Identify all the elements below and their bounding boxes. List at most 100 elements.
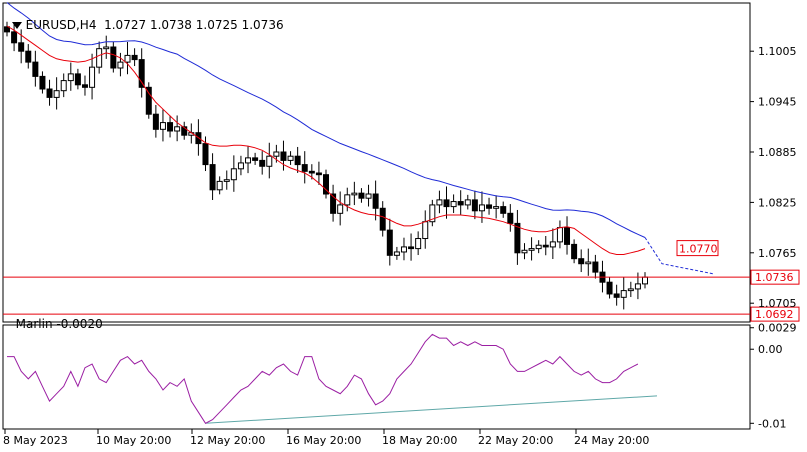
candle-body (500, 206, 507, 214)
candle-body (330, 193, 337, 214)
candle-body (145, 86, 152, 115)
marlin-oscillator-line (7, 333, 639, 424)
indicator-pane: 0.0029 0.00 -0.01 (2, 322, 797, 430)
candle-body (308, 170, 315, 174)
candle-body (344, 194, 351, 206)
candle-body (259, 159, 266, 167)
candle-body (323, 174, 329, 195)
price-axis: 1.0736 1.0692 1.1005 1.0945 1.0885 1.0825 1.07… (750, 45, 800, 322)
candle-body (358, 192, 365, 199)
indicator-axis: 0.0029 0.00 -0.01 (750, 322, 797, 430)
price-tick-label: 1.0705 (758, 297, 797, 310)
candle-body (486, 204, 493, 209)
candle-body (138, 59, 145, 88)
candle-body (174, 126, 181, 132)
indicator-name: Marlin (15, 317, 53, 331)
candle-body (493, 206, 500, 209)
main-pane: 1.0770 1.07361.06921.10051.09451.08851.0… (2, 2, 800, 323)
candle-body (131, 54, 138, 61)
candle-body (450, 201, 457, 208)
time-tick-label: 24 May 20:00 (574, 434, 649, 447)
candle-body (542, 244, 549, 248)
candle-body (25, 50, 32, 63)
close-value: 1.0736 (241, 18, 284, 32)
candle-body (443, 199, 450, 208)
candle-body (11, 31, 18, 44)
candle-body (245, 157, 252, 164)
candle-body (237, 162, 244, 170)
main-pane-border (2, 2, 751, 323)
candle-body (372, 193, 379, 209)
candle-body (514, 222, 521, 254)
candle-body (386, 229, 393, 256)
low-value: 1.0725 (195, 18, 238, 32)
indicator-header: Marlin -0.0020 (8, 303, 103, 331)
time-tick-label: 10 May 20:00 (96, 434, 171, 447)
candle-body (53, 90, 60, 98)
price-tick-label: 1.1005 (758, 45, 797, 58)
high-value: 1.0738 (149, 18, 192, 32)
candle-body (422, 221, 429, 240)
candle-body (351, 192, 358, 196)
indicator-tick-label: -0.01 (758, 417, 786, 430)
candle-body (60, 80, 67, 92)
main-plot-area: 1.0770 (3, 2, 750, 315)
open-value: 1.0727 (104, 18, 147, 32)
candle-body (556, 227, 563, 243)
price-tag-label: 1.0770 (679, 243, 718, 256)
candle-body (457, 201, 464, 206)
candle-body (110, 46, 117, 69)
candle-body (549, 241, 556, 248)
candle-body (287, 155, 294, 161)
level-price-label: 1.0736 (755, 271, 794, 284)
dropdown-triangle-icon[interactable] (11, 22, 22, 29)
candle-body (223, 179, 230, 182)
candle-body (4, 26, 10, 33)
candle-body (81, 84, 88, 88)
time-tick-label: 18 May 20:00 (382, 434, 457, 447)
candle-body (613, 293, 620, 298)
indicator-value: -0.0020 (56, 317, 103, 331)
oscillator-trendline (205, 395, 658, 424)
candle-body (230, 168, 237, 181)
candle-body (74, 73, 81, 86)
candle-body (273, 151, 280, 157)
candle-body (159, 122, 166, 130)
candle-body (117, 61, 124, 69)
candle-body (642, 276, 648, 285)
candle-body (585, 261, 592, 265)
fast-moving-average-line (6, 25, 646, 255)
candle-body (252, 157, 259, 161)
time-tick-label: 16 May 20:00 (286, 434, 361, 447)
candle-body (67, 73, 74, 82)
candle-body (464, 199, 471, 206)
candle-body (32, 61, 39, 77)
candle-body (400, 246, 407, 253)
candle-body (634, 283, 641, 290)
slow-moving-average-projection (644, 237, 714, 275)
time-tick-label: 22 May 20:00 (478, 434, 553, 447)
time-tick-label: 8 May 2023 (3, 434, 68, 447)
candle-body (39, 75, 46, 90)
candle-body (216, 180, 223, 191)
chart-header[interactable]: EURUSD,H4 1.0727 1.0738 1.0725 1.0736 (4, 4, 284, 32)
candle-body (96, 48, 103, 68)
indicator-pane-border (2, 324, 751, 430)
candle-body (478, 204, 485, 212)
candle-body (315, 172, 322, 176)
candle-body (507, 212, 514, 224)
candle-body (379, 207, 386, 231)
time-tick-label: 12 May 20:00 (190, 434, 265, 447)
candle-body (578, 258, 585, 265)
candle-body (202, 143, 209, 166)
candle-body (429, 204, 436, 223)
candle-body (266, 155, 273, 167)
level-price-label: 1.0692 (755, 308, 794, 321)
candle-body (564, 227, 571, 245)
candle-body (592, 261, 599, 273)
candle-body (535, 244, 542, 250)
candle-body (124, 54, 131, 63)
candle-body (18, 42, 25, 52)
candle-body (415, 238, 422, 250)
